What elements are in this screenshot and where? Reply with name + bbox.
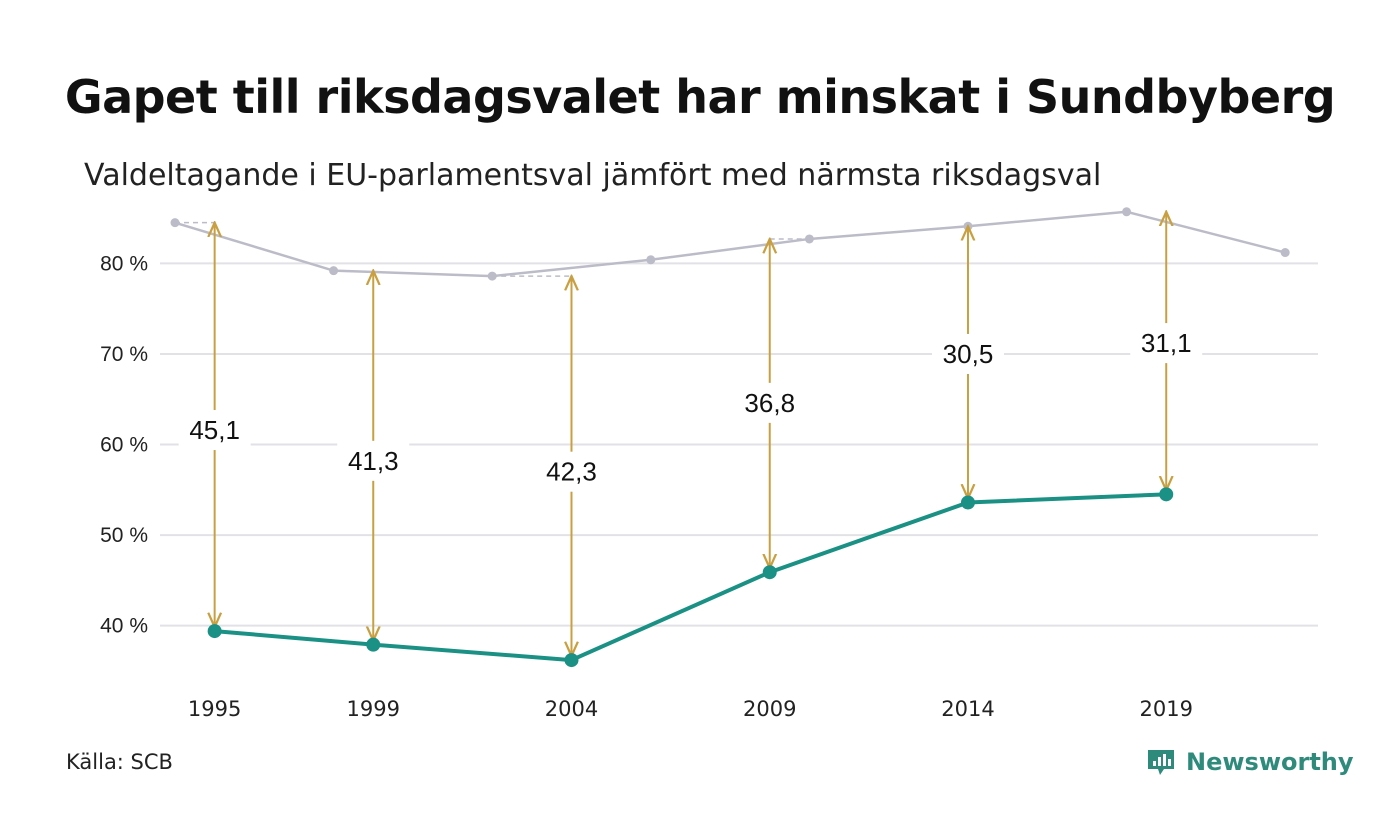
- riksdag-point: [804, 234, 814, 244]
- brand-name: Newsworthy: [1186, 748, 1354, 776]
- x-tick-label: 2014: [941, 697, 994, 721]
- y-tick-label: 80 %: [100, 252, 148, 275]
- chart-subtitle: Valdeltagande i EU-parlamentsval jämfört…: [84, 158, 1102, 193]
- newsworthy-logo-icon: [1148, 750, 1174, 775]
- eu-line: [214, 492, 1167, 663]
- eu-point: [1159, 487, 1174, 502]
- gap-label-bg: [178, 410, 251, 451]
- y-tick-label: 70 %: [100, 343, 148, 366]
- eu-point: [762, 565, 777, 580]
- gap-label-bg: [535, 451, 608, 492]
- x-tick-label: 2009: [743, 697, 796, 721]
- riksdag-point: [1280, 248, 1290, 258]
- eu-point: [564, 653, 579, 668]
- x-axis-ticks: 1995 1999 2004 2009 2014 2019: [188, 697, 1193, 721]
- eu-series: [207, 487, 1174, 668]
- gap-label: 42,3: [546, 457, 597, 487]
- gap-label-bg: [1130, 323, 1203, 364]
- riksdag-point: [1122, 207, 1132, 217]
- x-tick-label: 2019: [1140, 697, 1193, 721]
- y-tick-label: 40 %: [100, 615, 148, 638]
- chart-title: Gapet till riksdagsvalet har minskat i S…: [64, 70, 1336, 124]
- gap-label: 30,5: [943, 339, 994, 369]
- y-tick-label: 60 %: [100, 434, 148, 457]
- gap-label-bg: [337, 440, 410, 481]
- gap-label: 41,3: [348, 446, 399, 476]
- x-tick-label: 1999: [347, 697, 400, 721]
- gap-label-bg: [733, 382, 806, 423]
- riksdag-line: [174, 210, 1286, 278]
- riksdag-series: [170, 207, 1290, 281]
- riksdag-point: [487, 271, 497, 281]
- gap-label: 31,1: [1141, 328, 1192, 358]
- x-tick-label: 2004: [545, 697, 598, 721]
- brand-logo: Newsworthy: [1146, 742, 1354, 782]
- riksdag-point: [329, 266, 339, 276]
- eu-point: [960, 495, 975, 510]
- gap-label: 45,1: [189, 415, 240, 445]
- riksdag-point: [646, 255, 656, 265]
- y-tick-label: 50 %: [100, 524, 148, 547]
- grid-lines: [160, 262, 1318, 627]
- gap-label-bg: [931, 333, 1004, 374]
- x-tick-label: 1995: [188, 697, 241, 721]
- y-axis-ticks: 40 % 50 % 60 % 70 % 80 %: [100, 252, 148, 637]
- eu-point: [207, 624, 222, 639]
- gap-arrows: [215, 212, 1167, 656]
- source-note: Källa: SCB: [66, 750, 173, 774]
- riksdag-point: [170, 218, 180, 228]
- eu-point: [366, 637, 381, 652]
- gap-label: 36,8: [744, 388, 795, 418]
- gap-labels: 45,1 41,3 42,3 36,8 30,5 31,1: [178, 323, 1203, 492]
